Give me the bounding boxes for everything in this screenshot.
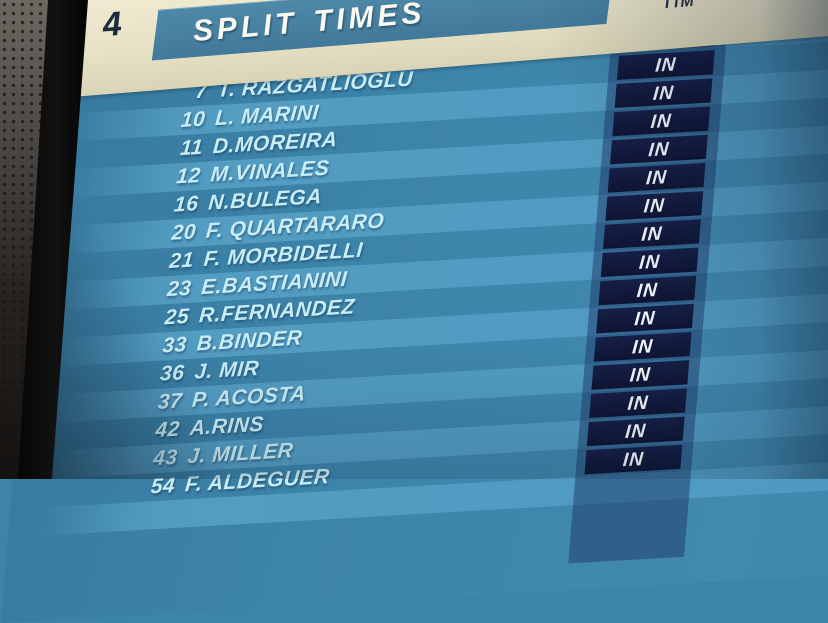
- rider-name: N.BULEGA: [207, 184, 323, 215]
- status-in-label: IN: [642, 195, 666, 218]
- status-in-label: IN: [633, 307, 657, 331]
- rider-name: [180, 530, 182, 553]
- rider-name: J. MIR: [193, 356, 261, 384]
- rider-name: M.VINALES: [209, 156, 331, 187]
- header-number: 4: [101, 4, 124, 45]
- status-in-label: IN: [635, 279, 659, 303]
- rider-name: P. ACOSTA: [191, 382, 307, 412]
- rider-name: J. MILLER: [186, 439, 295, 469]
- rider-name: A.RINS: [188, 412, 265, 441]
- rider-number: 54: [149, 473, 177, 499]
- rider-number: 36: [159, 361, 186, 386]
- clipped-header-text: TIM: [661, 0, 697, 13]
- rider-number: 25: [163, 304, 191, 330]
- rider-number: 42: [154, 417, 181, 443]
- status-in-label: IN: [647, 138, 671, 162]
- page-title: SPLIT TIMES: [191, 0, 427, 49]
- status-in-label: IN: [649, 110, 673, 134]
- status-in-label: IN: [628, 364, 652, 387]
- rider-number: 10: [180, 107, 207, 133]
- header-title-box: SPLIT TIMES: [151, 0, 613, 61]
- rider-name: D.MOREIRA: [212, 127, 339, 159]
- rider-number: 23: [166, 276, 193, 302]
- rider-number: 12: [175, 163, 202, 189]
- rider-number: [124, 548, 170, 551]
- rider-number: 33: [161, 332, 188, 358]
- status-in-label: IN: [631, 336, 655, 359]
- rider-name: L. MARINI: [214, 101, 320, 131]
- status-in-label: IN: [652, 82, 675, 105]
- status-in-label: IN: [640, 223, 664, 246]
- rider-number: 43: [152, 445, 179, 471]
- status-in-label: IN: [624, 420, 648, 444]
- status-in-label: IN: [622, 448, 645, 472]
- status-in-label: IN: [654, 54, 678, 77]
- rider-number: 16: [173, 192, 200, 217]
- status-in-label: IN: [626, 392, 650, 415]
- rider-number: 21: [168, 248, 195, 273]
- rider-number: 11: [179, 135, 204, 161]
- rider-name: [182, 501, 184, 524]
- status-in-label: IN: [645, 167, 668, 190]
- rider-name: B.BINDER: [195, 326, 304, 356]
- rider-number: 20: [170, 220, 198, 245]
- rider-number: [126, 520, 172, 523]
- status-in-label: IN: [638, 251, 661, 274]
- rider-number: 37: [156, 389, 184, 414]
